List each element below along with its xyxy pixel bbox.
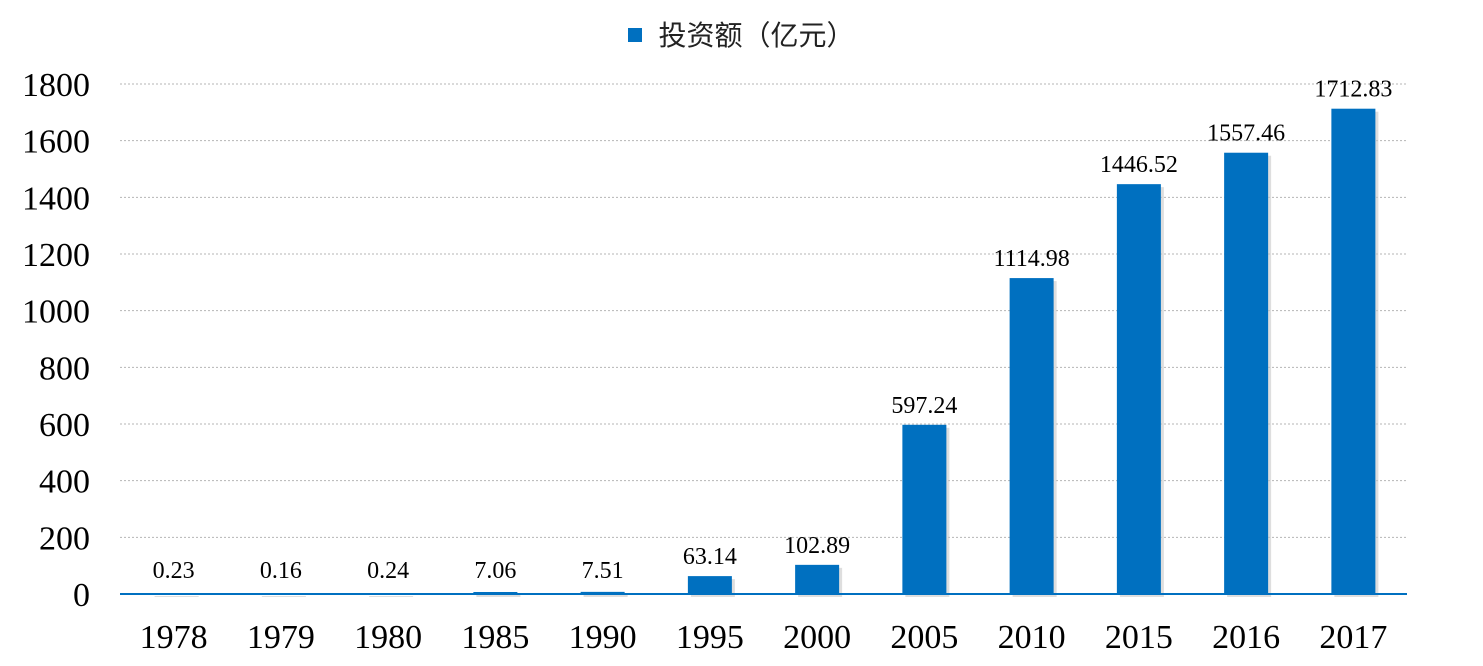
bar-shadow — [476, 594, 521, 597]
x-tick-label: 1979 — [247, 619, 315, 656]
bar — [687, 576, 732, 594]
bar — [1009, 278, 1054, 594]
x-tick-label: 1978 — [140, 619, 208, 656]
bar — [1116, 184, 1161, 595]
y-tick-label: 1200 — [22, 237, 90, 274]
y-axis-tick-labels: 0 200 400 600 800 1000 1200 1400 1600 1800 — [22, 67, 90, 614]
bar — [1224, 152, 1269, 594]
legend-label: 投资额（亿元） — [658, 19, 855, 52]
data-label: 63.14 — [683, 544, 737, 570]
data-label: 1446.52 — [1100, 152, 1178, 178]
x-tick-label: 2005 — [890, 619, 958, 656]
bar-shadow — [261, 596, 306, 597]
legend-swatch — [628, 28, 643, 42]
y-tick-label: 1000 — [22, 294, 90, 331]
y-tick-label: 800 — [39, 350, 90, 387]
data-label: 1557.46 — [1207, 121, 1285, 147]
y-tick-label: 1800 — [22, 67, 90, 104]
x-tick-label: 2017 — [1319, 619, 1387, 656]
bar-shadow — [154, 596, 199, 597]
bar — [902, 424, 947, 594]
x-tick-label: 1995 — [676, 619, 744, 656]
y-tick-label: 1600 — [22, 124, 90, 161]
data-labels: 0.23 0.16 0.24 7.06 7.51 63.14 102.89 597.24 111… — [153, 77, 1393, 584]
x-tick-label: 1980 — [354, 619, 422, 656]
y-tick-label: 1400 — [22, 180, 90, 217]
bar-shadow — [369, 596, 414, 597]
bar — [795, 564, 840, 594]
y-tick-label: 400 — [39, 464, 90, 501]
legend: 投资额（亿元） — [0, 14, 1483, 54]
x-tick-label: 1985 — [461, 619, 529, 656]
data-label: 7.06 — [474, 558, 516, 584]
y-tick-label: 600 — [39, 407, 90, 444]
bar-shadow — [583, 594, 628, 597]
gridlines — [120, 83, 1407, 538]
data-label: 7.51 — [582, 558, 624, 584]
y-tick-label: 0 — [73, 577, 90, 614]
bar — [473, 591, 518, 594]
y-tick-label: 200 — [39, 520, 90, 557]
bar — [1331, 108, 1376, 594]
data-label: 102.89 — [784, 533, 850, 559]
x-tick-label: 2010 — [998, 619, 1066, 656]
x-tick-label: 2015 — [1105, 619, 1173, 656]
x-tick-label: 2016 — [1212, 619, 1280, 656]
bar — [580, 591, 625, 594]
data-label: 1114.98 — [994, 246, 1070, 272]
data-label: 1712.83 — [1314, 77, 1392, 103]
x-tick-label: 2000 — [783, 619, 851, 656]
x-axis-tick-labels: 1978 1979 1980 1985 1990 1995 2000 2005 2010 2015… — [140, 619, 1388, 656]
data-label: 0.16 — [260, 558, 302, 584]
bars — [151, 108, 1379, 598]
x-tick-label: 1990 — [569, 619, 637, 656]
data-label: 0.24 — [367, 558, 409, 584]
data-label: 597.24 — [891, 393, 957, 419]
data-label: 0.23 — [153, 558, 195, 584]
